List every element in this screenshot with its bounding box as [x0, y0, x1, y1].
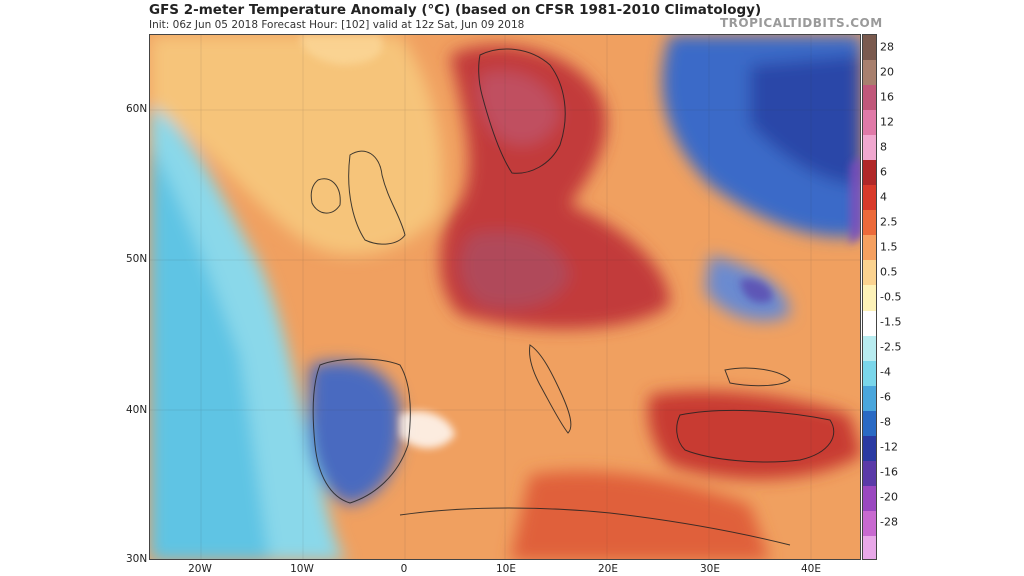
- lon-label-30e: 30E: [700, 563, 720, 575]
- colorbar-cell: [863, 35, 876, 61]
- colorbar-label: 20: [880, 65, 894, 79]
- colorbar-label: 16: [880, 90, 894, 104]
- coastline-great-britain: [348, 150, 406, 245]
- colorbar-label: 2.5: [880, 215, 898, 229]
- colorbar-label: 8: [880, 140, 887, 154]
- colorbar-cell: [863, 285, 876, 312]
- map-canvas: [150, 35, 860, 559]
- anomaly-patch-ukraine-purple: [740, 278, 773, 303]
- map-title: GFS 2-meter Temperature Anomaly (°C) (ba…: [149, 2, 762, 18]
- anomaly-region-atlantic-cooler: [150, 145, 270, 559]
- colorbar-label: -16: [880, 465, 898, 479]
- anomaly-patch-volga-purple: [850, 156, 860, 245]
- coastline-ireland: [310, 178, 341, 214]
- anomaly-region-iberia-cool: [307, 361, 401, 505]
- colorbar-cell: [863, 485, 876, 512]
- anomaly-region-russia-colder: [750, 55, 860, 185]
- colorbar-cell: [863, 460, 876, 487]
- lat-label-40n: 40N: [126, 404, 148, 416]
- colorbar-label: -0.5: [880, 290, 902, 304]
- anomaly-patch-iceland: [300, 35, 383, 65]
- colorbar-label: -12: [880, 440, 898, 454]
- colorbar-cell: [863, 385, 876, 412]
- colorbar-label: -8: [880, 415, 891, 429]
- colorbar-label: 28: [880, 40, 894, 54]
- colorbar-cell: [863, 135, 876, 161]
- temperature-anomaly-map: [149, 34, 861, 560]
- colorbar-label: 1.5: [880, 240, 898, 254]
- lon-label-40e: 40E: [801, 563, 821, 575]
- coastline-scandinavia: [478, 48, 566, 174]
- lon-label-10w: 10W: [290, 563, 314, 575]
- colorbar-label: 12: [880, 115, 894, 129]
- colorbar-label: -28: [880, 515, 898, 529]
- anomaly-region-sweden-core: [478, 71, 560, 146]
- lon-label-20w: 20W: [188, 563, 212, 575]
- colorbar-cell: [863, 185, 876, 211]
- colorbar-label: -1.5: [880, 315, 902, 329]
- colorbar: [862, 34, 877, 560]
- colorbar-cell: [863, 160, 876, 186]
- lat-label-50n: 50N: [126, 253, 148, 265]
- colorbar-cell: [863, 535, 876, 559]
- colorbar-cell: [863, 510, 876, 537]
- coastline-black-sea: [724, 367, 791, 387]
- anomaly-region-north-africa-warm: [510, 471, 770, 559]
- coastline-north-africa: [399, 507, 791, 546]
- coastline-anatolia: [676, 409, 835, 463]
- colorbar-cell: [863, 235, 876, 261]
- colorbar-cell: [863, 110, 876, 136]
- colorbar-cell: [863, 335, 876, 362]
- colorbar-label: -2.5: [880, 340, 902, 354]
- colorbar-label: 4: [880, 190, 887, 204]
- lon-label-0: 0: [400, 563, 408, 575]
- lat-label-30n: 30N: [126, 553, 148, 565]
- colorbar-label: -20: [880, 490, 898, 504]
- anomaly-patch-balearic: [400, 411, 455, 449]
- colorbar-cell: [863, 210, 876, 236]
- coastline-italy: [529, 344, 572, 434]
- colorbar-cell: [863, 360, 876, 387]
- lon-label-20e: 20E: [598, 563, 618, 575]
- colorbar-cell: [863, 435, 876, 462]
- anomaly-region-north-atlantic-warm: [150, 35, 443, 255]
- colorbar-label: 6: [880, 165, 887, 179]
- colorbar-cell: [863, 85, 876, 111]
- anomaly-region-turkey-hot: [648, 391, 860, 479]
- colorbar-cell: [863, 310, 876, 337]
- colorbar-label: 0.5: [880, 265, 898, 279]
- anomaly-region-germany-core: [459, 231, 570, 309]
- colorbar-cell: [863, 60, 876, 86]
- coastline-iberia: [312, 358, 411, 504]
- colorbar-label: -4: [880, 365, 891, 379]
- brand-watermark: TROPICALTIDBITS.COM: [720, 16, 883, 30]
- colorbar-cell: [863, 410, 876, 437]
- lon-label-10e: 10E: [496, 563, 516, 575]
- colorbar-cell: [863, 260, 876, 286]
- map-subtitle: Init: 06z Jun 05 2018 Forecast Hour: [10…: [149, 19, 525, 31]
- lat-label-60n: 60N: [126, 103, 148, 115]
- colorbar-label: -6: [880, 390, 891, 404]
